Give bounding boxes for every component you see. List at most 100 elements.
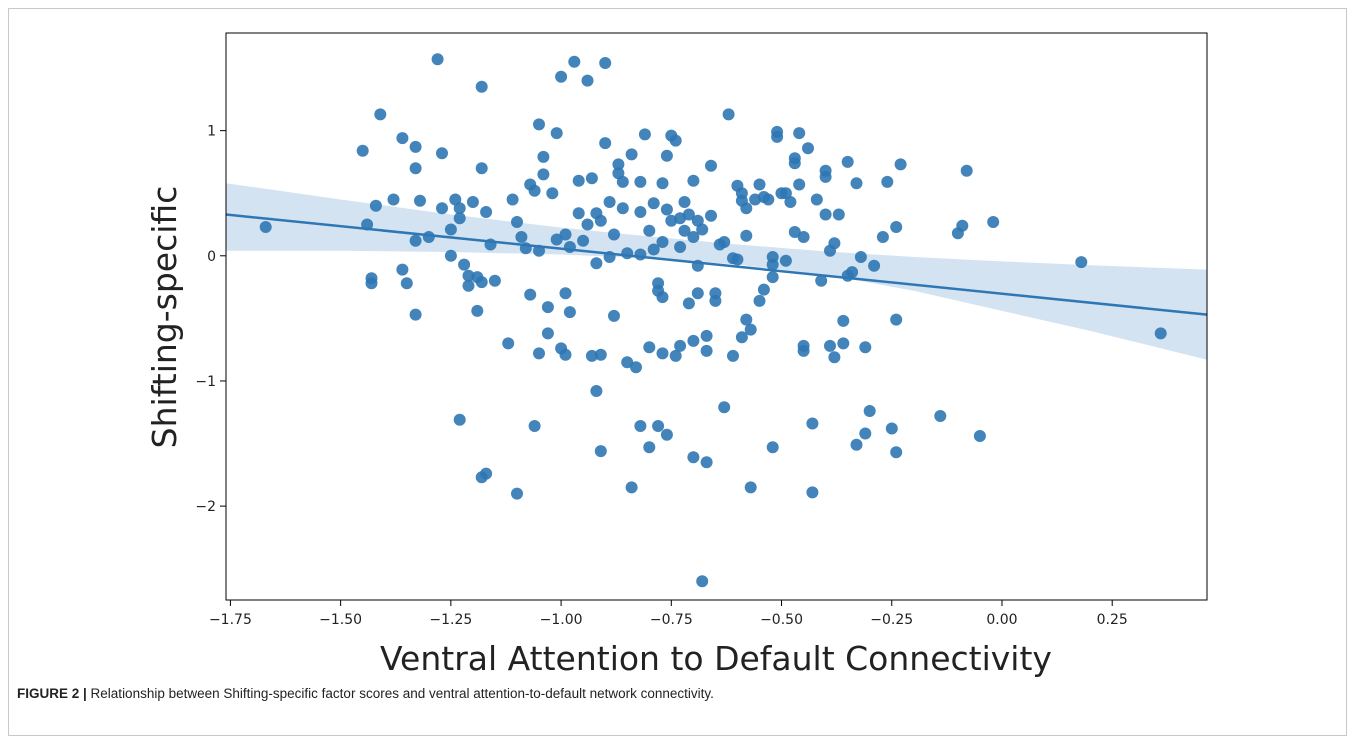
data-point <box>696 575 709 588</box>
y-tick-label: −1 <box>195 374 216 390</box>
data-point <box>396 132 409 145</box>
data-point <box>669 349 682 362</box>
data-point <box>559 287 572 300</box>
data-point <box>409 162 422 175</box>
data-point <box>471 304 484 317</box>
data-point <box>506 193 519 206</box>
data-point <box>559 348 572 361</box>
data-point <box>572 207 585 220</box>
data-point <box>480 206 493 218</box>
data-point <box>555 70 568 83</box>
data-point <box>718 401 731 414</box>
data-point <box>687 451 700 464</box>
data-point <box>599 57 612 69</box>
data-point <box>682 208 695 221</box>
data-point <box>788 152 801 165</box>
data-point <box>784 196 797 208</box>
data-point <box>793 178 806 191</box>
data-point <box>422 231 435 243</box>
data-point <box>735 331 748 344</box>
data-point <box>890 446 903 459</box>
data-point <box>687 334 700 347</box>
data-point <box>466 196 479 208</box>
x-tick-label: −0.25 <box>870 612 913 628</box>
data-point <box>766 258 779 271</box>
x-axis-title: Ventral Attention to Default Connectivit… <box>380 639 1052 678</box>
data-point <box>559 228 572 241</box>
y-tick-label: 1 <box>207 124 216 140</box>
data-point <box>696 223 709 236</box>
data-point <box>727 349 739 362</box>
confidence-band <box>226 183 1207 360</box>
data-point <box>705 209 717 222</box>
data-point <box>806 417 819 430</box>
data-point <box>691 287 704 300</box>
data-point <box>656 291 669 304</box>
data-point <box>634 206 647 218</box>
data-point <box>608 309 620 322</box>
data-point <box>647 197 660 210</box>
data-point <box>863 405 876 417</box>
figure-frame <box>8 8 1347 736</box>
data-point <box>594 445 607 458</box>
data-point <box>436 202 448 215</box>
data-point <box>771 125 784 138</box>
data-point <box>797 344 810 357</box>
data-point <box>400 277 413 290</box>
data-point <box>819 170 832 183</box>
data-point <box>387 193 400 206</box>
data-point <box>828 351 841 364</box>
data-point <box>537 150 550 163</box>
data-point <box>396 263 409 276</box>
data-point <box>488 274 501 287</box>
data-point <box>581 218 594 231</box>
data-point <box>374 108 387 121</box>
data-point <box>528 420 541 432</box>
data-point <box>678 196 691 208</box>
data-point <box>444 223 457 236</box>
data-point <box>634 420 647 432</box>
data-point <box>718 236 731 248</box>
caption-label: FIGURE 2 | <box>17 686 87 701</box>
data-point <box>581 74 594 87</box>
confidence-band-layer <box>226 183 1207 360</box>
data-point <box>475 276 488 289</box>
data-point <box>585 172 598 185</box>
y-tick-label: 0 <box>207 249 216 265</box>
data-point <box>876 231 889 243</box>
data-point <box>987 216 1000 228</box>
data-point <box>550 233 563 246</box>
data-point <box>660 203 673 216</box>
data-point <box>890 221 903 233</box>
data-point <box>563 306 576 319</box>
x-tick-label: −1.00 <box>540 612 583 628</box>
data-point <box>365 277 378 290</box>
data-point <box>550 127 563 140</box>
x-tick-label: 0.25 <box>1097 612 1128 628</box>
data-point <box>652 420 665 432</box>
data-point <box>660 428 673 441</box>
data-point <box>722 108 735 121</box>
data-point <box>259 221 272 233</box>
data-point <box>537 168 550 181</box>
data-point <box>656 236 669 248</box>
data-point <box>757 283 770 296</box>
data-point <box>647 243 660 256</box>
data-point <box>590 257 603 270</box>
data-point <box>594 348 607 361</box>
data-point <box>815 274 828 287</box>
data-point <box>674 339 687 352</box>
data-point <box>700 329 713 342</box>
data-point <box>682 297 695 310</box>
data-point <box>700 456 713 469</box>
data-point <box>687 174 700 187</box>
data-point <box>859 427 872 440</box>
y-axis-title: Shifting-specific <box>145 186 184 449</box>
data-point <box>744 323 757 336</box>
data-point <box>369 199 382 212</box>
data-point <box>634 248 647 261</box>
data-point <box>533 118 545 131</box>
data-point <box>511 216 523 228</box>
x-tick-label: −0.75 <box>650 612 693 628</box>
x-tick-label: −0.50 <box>760 612 803 628</box>
